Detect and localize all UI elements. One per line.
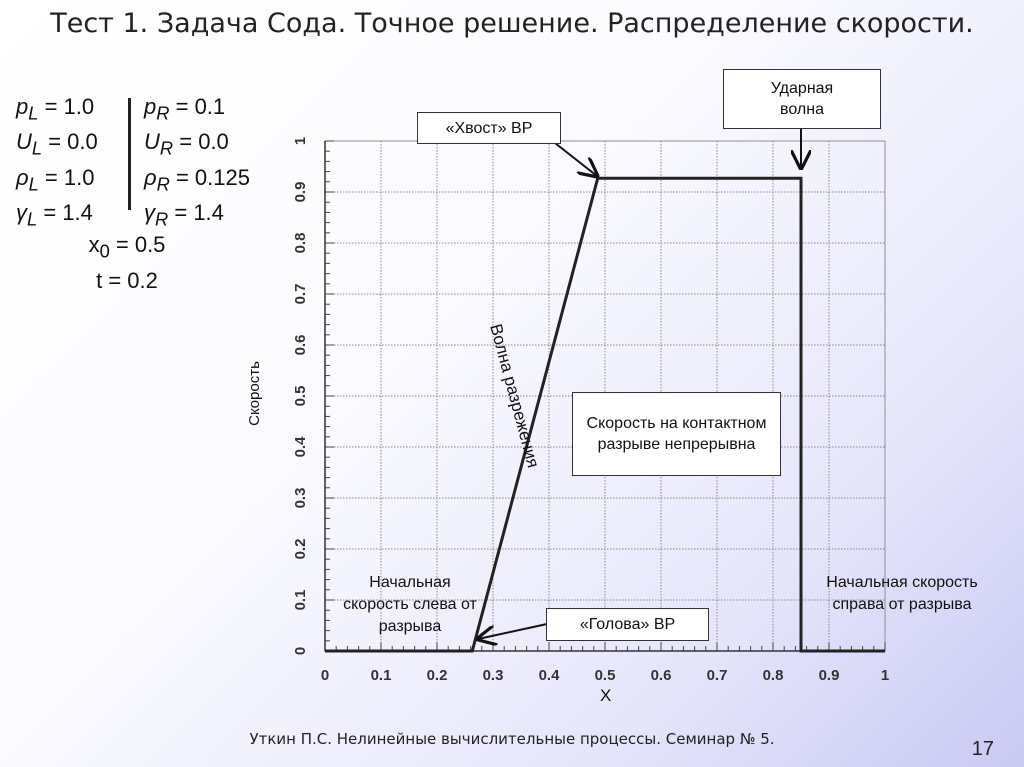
- x-axis-label: X: [600, 686, 612, 705]
- x-tick-label: 0.1: [371, 667, 392, 684]
- y-tick-label: 0.9: [292, 182, 309, 203]
- param-pL: pL = 1.0: [16, 94, 95, 124]
- x-tick-label: 0: [321, 667, 329, 684]
- x-tick-label: 0.5: [595, 667, 616, 684]
- param-UR: UR = 0.0: [144, 129, 229, 159]
- footer: Уткин П.С. Нелинейные вычислительные про…: [249, 730, 775, 748]
- param-t: t = 0.2: [96, 268, 158, 294]
- head-arrow: [478, 623, 548, 639]
- param-gammaL: γL = 1.4: [16, 200, 93, 230]
- param-rhoR: ρR = 0.125: [144, 164, 250, 195]
- slide-title: Тест 1. Задача Сода. Точное решение. Рас…: [50, 8, 974, 39]
- y-tick-label: 0.7: [292, 284, 309, 305]
- y-tick-label: 0.5: [292, 386, 309, 407]
- y-tick-label: 0.6: [292, 335, 309, 356]
- y-tick-label: 0.1: [292, 590, 309, 611]
- right-params: pR = 0.1 UR = 0.0 ρR = 0.125 γR = 1.4: [144, 92, 250, 234]
- head-label-box: «Голова» ВР: [546, 608, 709, 641]
- param-gammaR: γR = 1.4: [144, 200, 224, 230]
- x-tick-label: 1: [881, 667, 889, 684]
- left-initial-note: Начальная скорость слева от разрыва: [343, 574, 477, 635]
- x-tick-label: 0.7: [707, 667, 728, 684]
- param-x0: x0 = 0.5: [88, 232, 166, 262]
- right-initial-note: Начальная скорость справа от разрыва: [826, 574, 978, 613]
- x-tick-label: 0.9: [819, 667, 840, 684]
- tail-label-box: «Хвост» ВР: [417, 112, 561, 144]
- tail-arrow: [554, 142, 597, 176]
- page-number: 17: [971, 738, 994, 760]
- divider: [128, 98, 131, 210]
- y-tick-label: 0.2: [292, 539, 309, 560]
- contact-label-box: Скорость на контактном разрыве непрерывн…: [572, 392, 781, 476]
- y-tick-label: 0.8: [292, 233, 309, 254]
- x-tick-label: 0.3: [483, 667, 504, 684]
- param-pR: pR = 0.1: [144, 94, 226, 124]
- shock-label-box: Ударная волна: [723, 69, 881, 129]
- param-UL: UL = 0.0: [16, 129, 98, 159]
- y-tick-label: 1: [292, 137, 309, 145]
- y-tick-label: 0.4: [292, 436, 309, 458]
- y-axis-label: Скорость: [245, 361, 263, 426]
- x-tick-label: 0.8: [763, 667, 784, 684]
- left-params: pL = 1.0 UL = 0.0 ρL = 1.0 γL = 1.4: [16, 92, 98, 234]
- x-tick-label: 0.6: [651, 667, 672, 684]
- x0-and-time: x0 = 0.5 t = 0.2: [82, 230, 172, 296]
- x-tick-label: 0.2: [427, 667, 448, 684]
- x-tick-label: 0.4: [539, 667, 561, 684]
- y-tick-label: 0.3: [292, 488, 309, 509]
- param-rhoL: ρL = 1.0: [16, 164, 95, 195]
- velocity-series-line: [325, 176, 885, 653]
- y-tick-label: 0: [292, 647, 309, 655]
